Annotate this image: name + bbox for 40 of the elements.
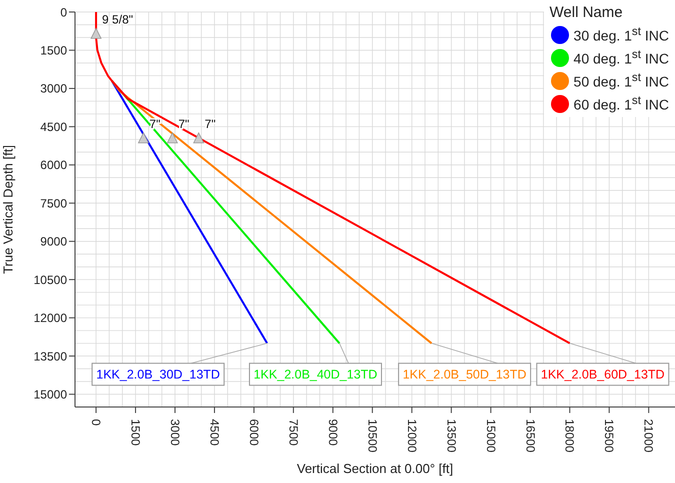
x-tick-label: 12000 <box>404 419 419 453</box>
x-tick-label: 10500 <box>365 419 380 453</box>
annotation: 1KK_2.0B_30D_13TD <box>96 367 220 382</box>
y-tick-label: 7500 <box>40 196 68 210</box>
y-tick-label: 0 <box>60 5 68 20</box>
annotation: 7" <box>178 116 190 131</box>
x-tick-label: 0 <box>89 419 104 426</box>
annotation: 7" <box>204 116 216 131</box>
x-tick-label: 19500 <box>602 419 616 453</box>
x-tick-label: 3000 <box>168 419 182 446</box>
y-tick-label: 10500 <box>34 272 68 287</box>
y-tick-label: 15000 <box>34 388 68 402</box>
legend-label: 50 deg. 1$^{st}$ INC <box>574 71 669 90</box>
legend-label: 30 deg. 1$^{st}$ INC <box>574 25 669 44</box>
annotation: 1KK_2.0B_50D_13TD <box>402 367 526 382</box>
x-tick-label: 15000 <box>484 419 498 453</box>
annotation: 1KK_2.0B_60D_13TD <box>540 367 665 382</box>
x-tick-label: 13500 <box>444 419 458 453</box>
annotation: 9 5/8" <box>102 12 134 26</box>
x-tick-label: 6000 <box>246 419 261 446</box>
x-tick-label: 9000 <box>326 419 340 446</box>
y-tick-label: 9000 <box>40 234 68 249</box>
legend-label: 60 deg. 1$^{st}$ INC <box>574 94 669 113</box>
x-axis-title: Vertical Section at 0.00° [ft] <box>296 461 454 476</box>
annotation: 1KK_2.0B_40D_13TD <box>254 367 378 382</box>
x-tick-label: 1500 <box>128 419 143 446</box>
x-tick-label: 18000 <box>562 419 577 453</box>
y-tick-label: 1500 <box>40 43 68 58</box>
y-axis-title: True Vertical Depth [ft] <box>0 145 16 274</box>
y-tick-label: 6000 <box>40 158 68 172</box>
y-tick-label: 13500 <box>34 349 68 364</box>
x-tick-label: 16500 <box>523 419 538 453</box>
y-tick-label: 3000 <box>40 82 68 96</box>
y-tick-label: 4500 <box>40 120 68 134</box>
legend-title: Well Name <box>550 4 624 21</box>
x-tick-label: 21000 <box>642 419 656 453</box>
x-tick-label: 7500 <box>286 419 300 446</box>
y-tick-label: 12000 <box>34 311 68 326</box>
x-tick-label: 4500 <box>207 419 222 446</box>
legend-label: 40 deg. 1$^{st}$ INC <box>574 48 669 67</box>
